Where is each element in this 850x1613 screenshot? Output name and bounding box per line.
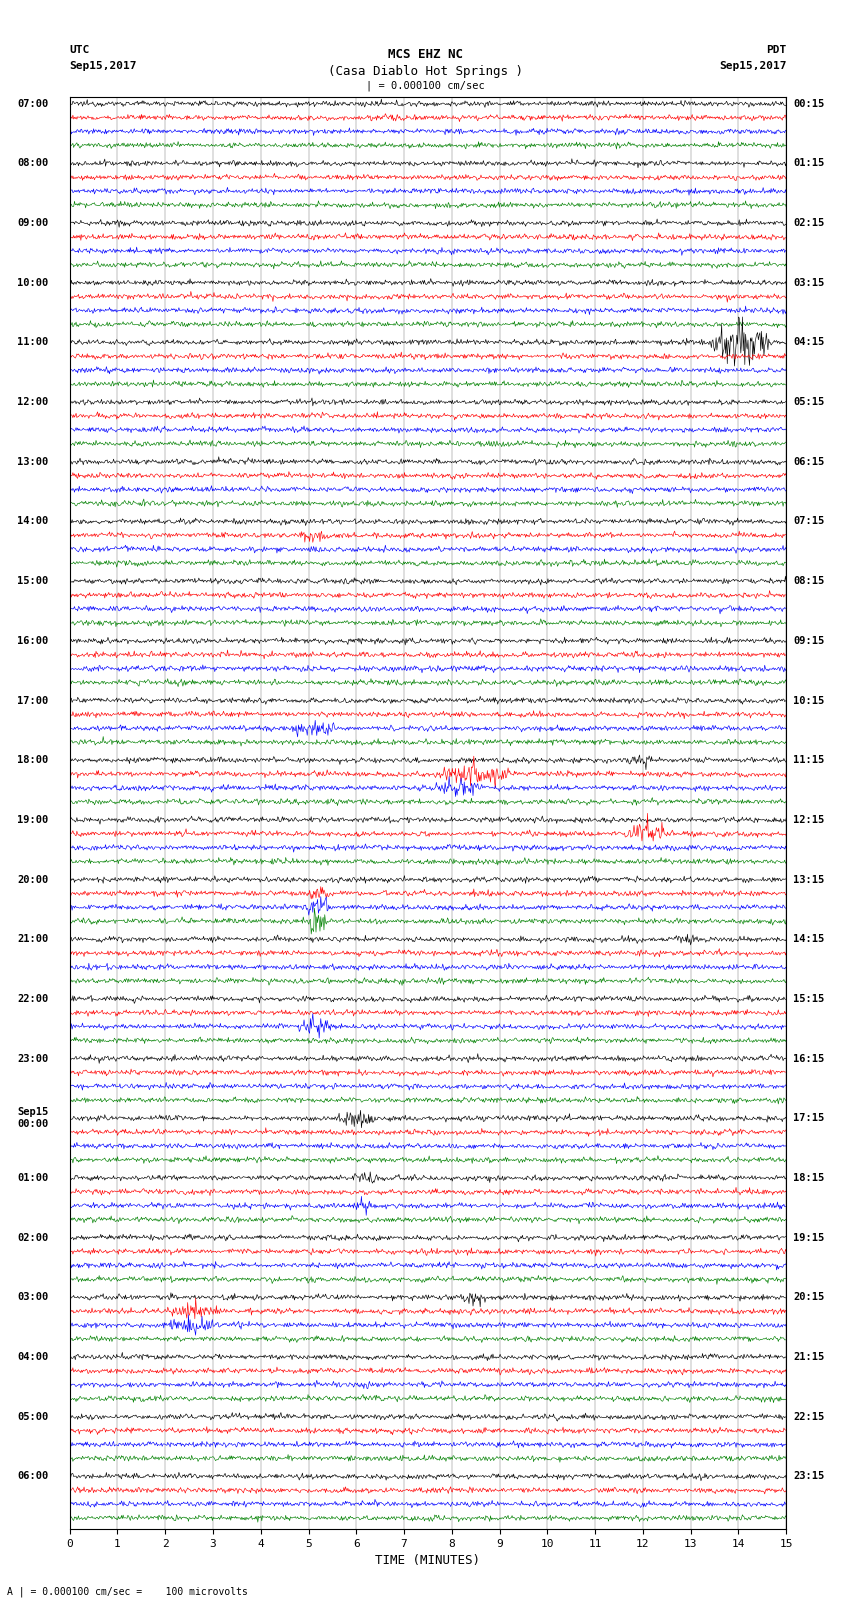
Text: A | = 0.000100 cm/sec =    100 microvolts: A | = 0.000100 cm/sec = 100 microvolts — [7, 1586, 247, 1597]
Text: 01:15: 01:15 — [793, 158, 824, 168]
Text: 10:15: 10:15 — [793, 695, 824, 705]
Text: Sep15,2017: Sep15,2017 — [719, 61, 786, 71]
Text: | = 0.000100 cm/sec: | = 0.000100 cm/sec — [366, 81, 484, 92]
Text: 04:00: 04:00 — [17, 1352, 48, 1361]
Text: 06:00: 06:00 — [17, 1471, 48, 1481]
Text: 07:00: 07:00 — [17, 98, 48, 108]
Text: 13:00: 13:00 — [17, 456, 48, 466]
Text: 08:00: 08:00 — [17, 158, 48, 168]
X-axis label: TIME (MINUTES): TIME (MINUTES) — [376, 1555, 480, 1568]
Text: 19:15: 19:15 — [793, 1232, 824, 1242]
Text: 09:15: 09:15 — [793, 636, 824, 645]
Text: 12:00: 12:00 — [17, 397, 48, 406]
Text: 20:00: 20:00 — [17, 874, 48, 884]
Text: 15:00: 15:00 — [17, 576, 48, 586]
Text: 18:00: 18:00 — [17, 755, 48, 765]
Text: 06:15: 06:15 — [793, 456, 824, 466]
Text: 10:00: 10:00 — [17, 277, 48, 287]
Text: 01:00: 01:00 — [17, 1173, 48, 1182]
Text: Sep15,2017: Sep15,2017 — [70, 61, 137, 71]
Text: 16:15: 16:15 — [793, 1053, 824, 1063]
Text: 03:00: 03:00 — [17, 1292, 48, 1302]
Text: 21:15: 21:15 — [793, 1352, 824, 1361]
Text: 22:00: 22:00 — [17, 994, 48, 1003]
Text: 08:15: 08:15 — [793, 576, 824, 586]
Text: 16:00: 16:00 — [17, 636, 48, 645]
Text: MCS EHZ NC: MCS EHZ NC — [388, 48, 462, 61]
Text: 00:15: 00:15 — [793, 98, 824, 108]
Text: 05:00: 05:00 — [17, 1411, 48, 1421]
Text: 19:00: 19:00 — [17, 815, 48, 824]
Text: 23:00: 23:00 — [17, 1053, 48, 1063]
Text: 15:15: 15:15 — [793, 994, 824, 1003]
Text: 18:15: 18:15 — [793, 1173, 824, 1182]
Text: 11:15: 11:15 — [793, 755, 824, 765]
Text: 14:00: 14:00 — [17, 516, 48, 526]
Text: Sep15
00:00: Sep15 00:00 — [17, 1108, 48, 1129]
Text: 22:15: 22:15 — [793, 1411, 824, 1421]
Text: 05:15: 05:15 — [793, 397, 824, 406]
Text: 11:00: 11:00 — [17, 337, 48, 347]
Text: UTC: UTC — [70, 45, 90, 55]
Text: 02:15: 02:15 — [793, 218, 824, 227]
Text: 14:15: 14:15 — [793, 934, 824, 944]
Text: 13:15: 13:15 — [793, 874, 824, 884]
Text: 04:15: 04:15 — [793, 337, 824, 347]
Text: (Casa Diablo Hot Springs ): (Casa Diablo Hot Springs ) — [327, 65, 523, 77]
Text: 09:00: 09:00 — [17, 218, 48, 227]
Text: 17:15: 17:15 — [793, 1113, 824, 1123]
Text: 02:00: 02:00 — [17, 1232, 48, 1242]
Text: 23:15: 23:15 — [793, 1471, 824, 1481]
Text: 21:00: 21:00 — [17, 934, 48, 944]
Text: PDT: PDT — [766, 45, 786, 55]
Text: 07:15: 07:15 — [793, 516, 824, 526]
Text: 17:00: 17:00 — [17, 695, 48, 705]
Text: 03:15: 03:15 — [793, 277, 824, 287]
Text: 12:15: 12:15 — [793, 815, 824, 824]
Text: 20:15: 20:15 — [793, 1292, 824, 1302]
